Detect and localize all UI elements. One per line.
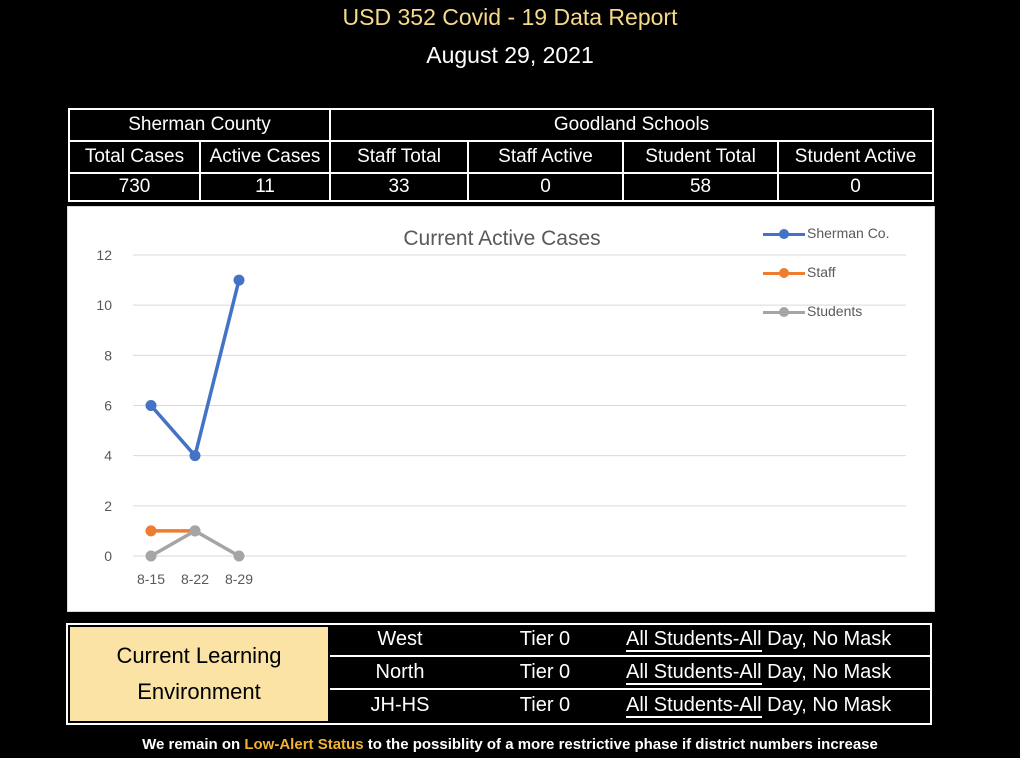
learning-environment-label-line1: Current Learning (116, 643, 282, 668)
data-point (189, 450, 201, 462)
y-tick-label: 0 (104, 548, 112, 564)
value-staff-total: 33 (329, 172, 470, 202)
env-tier: Tier 0 (519, 628, 571, 650)
col-header-active-cases: Active Cases (198, 140, 332, 174)
data-point (233, 550, 245, 562)
value-total-cases: 730 (68, 172, 201, 202)
value-student-total: 58 (622, 172, 780, 202)
report-date: August 29, 2021 (426, 42, 594, 68)
env-policy-part1: All Students-All (626, 661, 762, 685)
col-header-staff-active: Staff Active (467, 140, 625, 174)
legend-label-students: Students (807, 303, 863, 319)
env-school: JH-HS (370, 694, 430, 716)
env-row-north: North Tier 0 All Students-All Day, No Ma… (330, 658, 930, 690)
env-row-west: West Tier 0 All Students-All Day, No Mas… (330, 625, 930, 657)
footer-highlight: Low-Alert Status (244, 736, 364, 753)
value-student-active: 0 (777, 172, 935, 202)
env-policy-part2: Day, No Mask (761, 661, 892, 683)
x-tick-label: 8-22 (181, 571, 209, 587)
series-line-sherman-co- (149, 279, 241, 458)
legend-marker-staff (779, 268, 789, 278)
y-tick-label: 8 (104, 347, 112, 363)
data-point (145, 400, 157, 411)
col-header-staff-total: Staff Total (329, 140, 470, 174)
col-header-total-cases: Total Cases (68, 140, 201, 174)
y-tick-label: 4 (104, 448, 112, 464)
footer-note: We remain on Low-Alert Status to the pos… (0, 736, 1020, 753)
data-point (145, 525, 157, 537)
env-policy-part2: Day, No Mask (761, 694, 892, 716)
data-point (233, 274, 245, 286)
value-active-cases: 11 (198, 172, 332, 202)
env-policy: All Students-All Day, No Mask (626, 694, 892, 718)
legend-marker-students (779, 307, 789, 317)
learning-environment-label: Current Learning Environment (70, 627, 328, 721)
learning-environment-label-line2: Environment (137, 679, 261, 704)
env-school: West (377, 628, 423, 650)
stats-table: Sherman County Goodland Schools Total Ca… (67, 108, 935, 202)
env-school: North (375, 661, 425, 683)
y-tick-label: 12 (96, 247, 112, 263)
legend-label-sherman: Sherman Co. (807, 225, 890, 241)
env-tier: Tier 0 (519, 661, 571, 683)
chart-plot-area: 0 2 4 6 8 10 12 8-15 8-22 8-29 (96, 247, 906, 587)
learning-environment-rows: West Tier 0 All Students-All Day, No Mas… (330, 625, 930, 723)
value-staff-active: 0 (467, 172, 625, 202)
y-tick-label: 2 (104, 498, 112, 514)
footer-prefix: We remain on (142, 736, 245, 753)
report-title: USD 352 Covid - 19 Data Report (342, 4, 678, 30)
footer-suffix: to the possiblity of a more restrictive … (363, 736, 878, 753)
y-tick-label: 6 (104, 398, 112, 414)
active-cases-chart: 0 2 4 6 8 10 12 8-15 8-22 8-29 Current Active Cas… (67, 206, 935, 612)
env-policy: All Students-All Day, No Mask (626, 661, 892, 685)
data-point (145, 550, 157, 562)
env-policy-part1: All Students-All (626, 694, 762, 718)
y-tick-label: 10 (96, 297, 112, 313)
env-policy: All Students-All Day, No Mask (626, 628, 892, 652)
env-policy-part1: All Students-All (626, 628, 762, 652)
legend-marker-sherman (779, 229, 789, 239)
group-header-sherman-county: Sherman County (67, 108, 332, 142)
learning-environment-table: Current Learning Environment West Tier 0… (66, 623, 932, 725)
col-header-student-active: Student Active (777, 140, 935, 174)
col-header-student-total: Student Total (622, 140, 780, 174)
x-tick-label: 8-29 (225, 571, 253, 587)
group-header-goodland-schools: Goodland Schools (329, 108, 935, 142)
env-row-jh-hs: JH-HS Tier 0 All Students-All Day, No Ma… (330, 691, 930, 723)
chart-title: Current Active Cases (403, 227, 601, 250)
legend-label-staff: Staff (807, 264, 836, 280)
data-point (189, 525, 201, 537)
env-tier: Tier 0 (519, 694, 571, 716)
x-tick-label: 8-15 (137, 571, 165, 587)
env-policy-part2: Day, No Mask (761, 628, 892, 650)
